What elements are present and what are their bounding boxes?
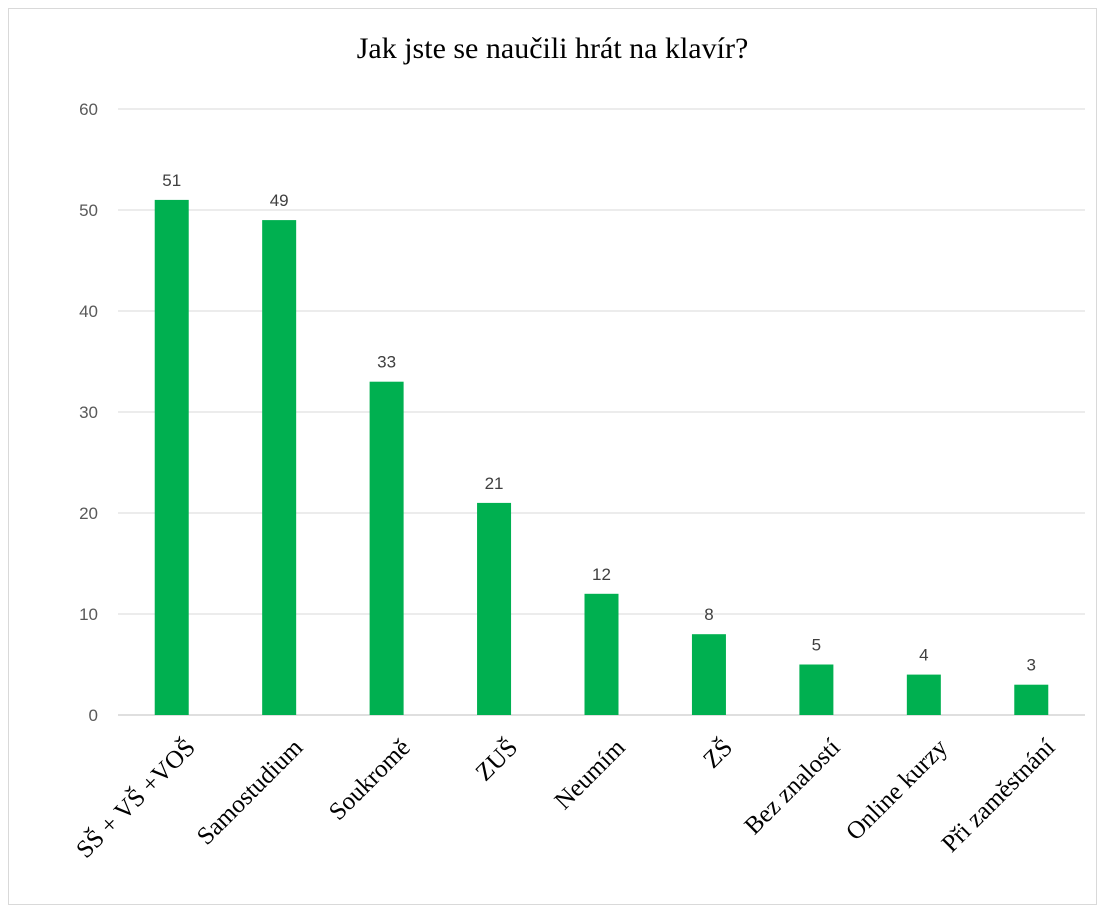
y-tick-label: 30 — [79, 403, 98, 422]
category-label-4: ZUŠ — [469, 733, 523, 787]
chart-title: Jak jste se naučili hrát na klavír? — [356, 32, 749, 65]
data-label-6: 8 — [704, 605, 713, 624]
bar-1 — [154, 199, 189, 715]
y-tick-label: 50 — [79, 201, 98, 220]
data-label-3: 33 — [377, 353, 396, 372]
category-label-5: Neumím — [550, 734, 631, 815]
category-label-6: ZŠ — [697, 733, 738, 774]
category-label-9: Při zaměstnání — [937, 734, 1061, 858]
category-label-1: SŠ + VŠ +VOŠ — [70, 733, 201, 864]
category-label-2: Samostudium — [192, 734, 309, 851]
bar-7 — [799, 664, 834, 715]
category-label-7: Bez znalostí — [740, 734, 846, 840]
category-label-8: Online kurzy — [841, 734, 953, 846]
data-label-2: 49 — [270, 191, 289, 210]
y-tick-label: 10 — [79, 605, 98, 624]
data-label-8: 4 — [919, 646, 928, 665]
bar-5 — [584, 593, 619, 715]
y-tick-label: 20 — [79, 504, 98, 523]
y-tick-label: 0 — [89, 706, 98, 725]
data-labels: 51 49 33 21 12 8 5 4 3 — [162, 171, 1036, 675]
category-label-3: Soukromě — [324, 734, 416, 826]
y-tick-label: 40 — [79, 302, 98, 321]
bar-4 — [477, 502, 512, 715]
bar-2 — [262, 220, 297, 715]
y-axis-ticks: 0 10 20 30 40 50 60 — [79, 100, 98, 725]
bar-3 — [369, 381, 404, 715]
bars — [154, 199, 1049, 715]
y-tick-label: 60 — [79, 100, 98, 119]
bar-9 — [1014, 684, 1049, 715]
data-label-5: 12 — [592, 565, 611, 584]
data-label-9: 3 — [1027, 656, 1036, 675]
data-label-7: 5 — [812, 636, 821, 655]
bar-6 — [691, 634, 726, 715]
bar-8 — [906, 674, 941, 715]
data-label-1: 51 — [162, 171, 181, 190]
data-label-4: 21 — [485, 474, 504, 493]
chart-frame — [8, 8, 1097, 905]
